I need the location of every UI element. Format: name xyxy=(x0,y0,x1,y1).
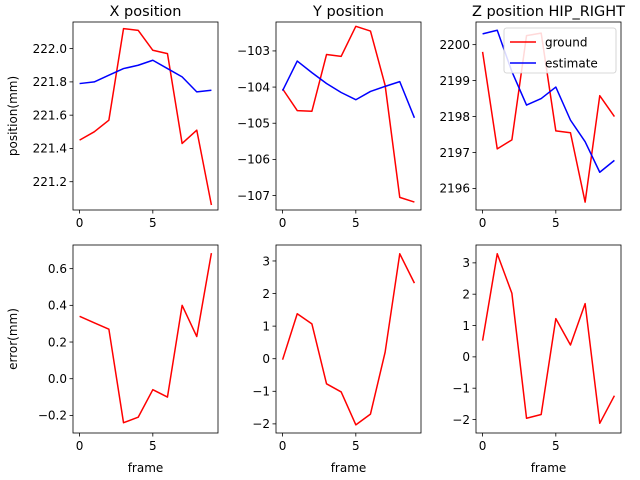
y-tick-label: 2200 xyxy=(439,38,470,52)
y-tick-label: 2196 xyxy=(439,182,470,196)
y-tick-label: 1 xyxy=(462,319,470,333)
series-line-estimate xyxy=(79,59,212,93)
y-tick-label: 0.6 xyxy=(48,262,67,276)
y-tick-label: 222.0 xyxy=(33,42,67,56)
y-tick-label: 1 xyxy=(262,319,270,333)
y-tick-label: 3 xyxy=(462,256,470,270)
y-tick-label: 0 xyxy=(262,352,270,366)
axes-frame xyxy=(275,244,422,434)
y-tick-label: 2 xyxy=(462,287,470,301)
chart-panel-0: 0 5 221.2 221.4 221.6 221.8 222.0 X position pos… xyxy=(6,4,219,230)
y-tick-label: 2197 xyxy=(439,146,470,160)
y-tick-label: 0.2 xyxy=(48,335,67,349)
chart-panel-1: 0 5 −107 −106 −105 −104 −103 Y position xyxy=(237,4,422,230)
chart-title: Y position xyxy=(312,4,384,20)
axes-frame xyxy=(275,21,422,211)
chart-panel-5: 0 5 −2 −1 0 1 2 3 frame xyxy=(452,244,622,475)
x-axis-label: frame xyxy=(128,461,164,475)
legend-label-estimate: estimate xyxy=(545,56,598,70)
y-tick-label: −106 xyxy=(237,153,270,167)
x-tick-label: 5 xyxy=(552,216,560,230)
y-tick-label: 0.0 xyxy=(48,372,67,386)
chart-title: X position xyxy=(110,4,182,20)
axes-frame xyxy=(72,244,219,434)
chart-panel-2: 0 5 2196 2197 2198 2199 2200 Z position HIP_RIG… xyxy=(439,4,625,230)
series-line-estimate xyxy=(281,60,416,119)
x-tick-label: 5 xyxy=(352,216,360,230)
axes-frame xyxy=(475,21,622,211)
x-axis-label: frame xyxy=(531,461,567,475)
legend: ground estimate xyxy=(503,27,617,74)
axes-frame xyxy=(475,244,622,434)
y-tick-label: −105 xyxy=(237,117,270,131)
chart-panel-4: 0 5 −2 −1 0 1 2 3 frame xyxy=(252,244,422,475)
y-tick-label: −2 xyxy=(452,413,470,427)
y-tick-label: 221.6 xyxy=(33,108,67,122)
x-tick-label: 5 xyxy=(552,439,560,453)
y-tick-label: 3 xyxy=(262,254,270,268)
y-tick-label: −0.2 xyxy=(38,409,67,423)
x-axis-label: frame xyxy=(331,461,367,475)
y-tick-label: −1 xyxy=(452,381,470,395)
x-tick-label: 0 xyxy=(76,439,84,453)
x-tick-label: 5 xyxy=(149,216,157,230)
y-tick-label: −2 xyxy=(252,417,270,431)
y-tick-label: 2199 xyxy=(439,74,470,88)
x-tick-label: 5 xyxy=(352,439,360,453)
chart-title: Z position HIP_RIGHT xyxy=(472,4,625,20)
y-tick-label: −104 xyxy=(237,80,270,94)
y-tick-label: −107 xyxy=(237,189,270,203)
series-line-ground xyxy=(481,32,616,203)
y-tick-label: 2198 xyxy=(439,110,470,124)
x-tick-label: 0 xyxy=(279,439,287,453)
y-axis-label: position(mm) xyxy=(6,76,20,156)
y-tick-label: −103 xyxy=(237,44,270,58)
x-tick-label: 0 xyxy=(479,439,487,453)
y-tick-label: 221.2 xyxy=(33,175,67,189)
y-tick-label: 221.8 xyxy=(33,75,67,89)
y-tick-label: 0 xyxy=(462,350,470,364)
legend-box xyxy=(503,27,617,74)
series-line-ground xyxy=(79,27,213,206)
series-line-error xyxy=(281,253,416,426)
y-tick-label: −1 xyxy=(252,385,270,399)
y-tick-label: 0.4 xyxy=(48,299,67,313)
x-tick-label: 5 xyxy=(149,439,157,453)
legend-label-ground: ground xyxy=(545,35,587,49)
series-line-error xyxy=(79,252,213,424)
chart-panel-3: 0 5 −0.2 0.0 0.2 0.4 0.6 frame error(mm) xyxy=(6,244,219,475)
y-tick-label: 221.4 xyxy=(33,142,67,156)
axes-frame xyxy=(72,21,219,211)
series-line-ground xyxy=(281,25,415,203)
x-tick-label: 0 xyxy=(479,216,487,230)
y-axis-label: error(mm) xyxy=(6,308,20,370)
y-tick-label: 2 xyxy=(262,287,270,301)
x-tick-label: 0 xyxy=(76,216,84,230)
x-tick-label: 0 xyxy=(279,216,287,230)
series-line-error xyxy=(481,253,616,425)
